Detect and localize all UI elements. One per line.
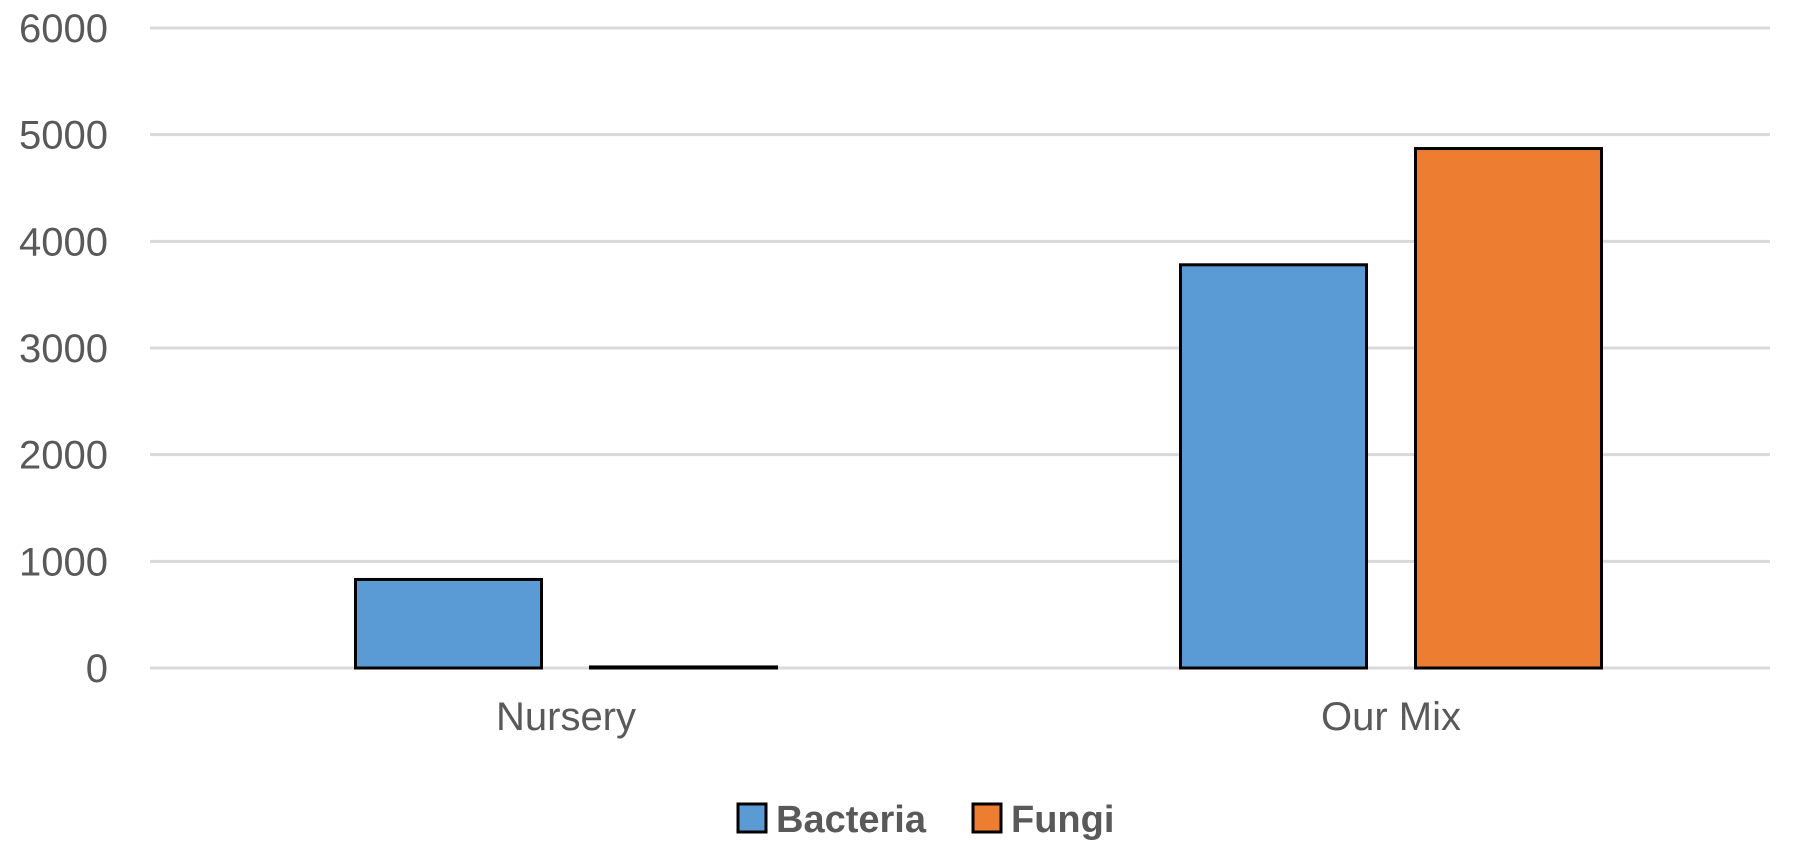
bar-bacteria-nursery: [354, 577, 543, 670]
legend-item-bacteria: Bacteria: [736, 799, 927, 841]
legend-item-fungi: Fungi: [971, 799, 1114, 841]
bar-fungi-nursery: [589, 665, 778, 670]
y-tick-label: 1000: [19, 540, 108, 584]
x-category-label: Nursery: [496, 695, 636, 739]
legend: Bacteria Fungi: [736, 799, 1114, 841]
x-axis-category-labels: Nursery Our Mix: [496, 695, 1461, 739]
x-category-label: Our Mix: [1321, 695, 1461, 739]
legend-swatch-bacteria: [736, 802, 768, 834]
y-tick-label: 6000: [19, 7, 108, 51]
legend-label: Bacteria: [776, 799, 927, 841]
y-tick-label: 2000: [19, 434, 108, 478]
bar-bacteria-our-mix: [1179, 263, 1368, 670]
bar-fungi-our-mix: [1414, 147, 1603, 670]
bars: [354, 147, 1603, 670]
y-tick-label: 5000: [19, 114, 108, 158]
y-tick-label: 0: [86, 647, 108, 691]
legend-label: Fungi: [1011, 799, 1114, 841]
y-axis-tick-labels: 0 1000 2000 3000 4000 5000 6000: [19, 7, 108, 691]
y-tick-label: 3000: [19, 327, 108, 371]
legend-swatch-fungi: [971, 802, 1003, 834]
gridlines: [150, 26, 1770, 670]
y-tick-label: 4000: [19, 220, 108, 264]
